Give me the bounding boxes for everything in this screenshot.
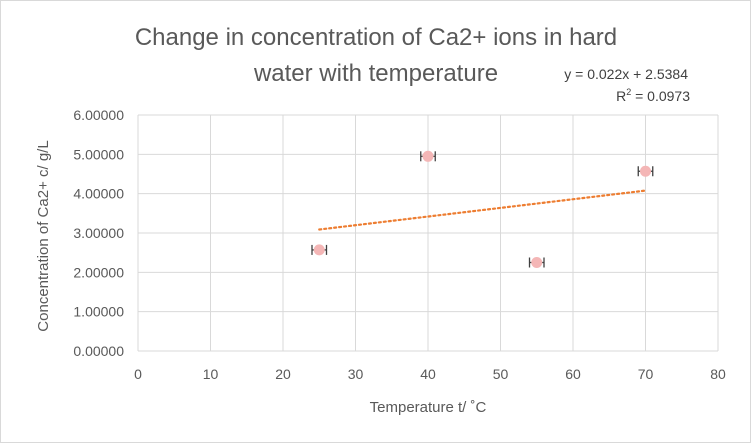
point-marker <box>640 165 651 177</box>
point-marker <box>422 150 434 162</box>
data-point <box>637 165 654 177</box>
y-tick-label: 3.00000 <box>73 225 124 241</box>
x-tick-label: 40 <box>420 366 436 382</box>
x-tick-label: 30 <box>348 366 364 382</box>
data-points <box>311 150 654 268</box>
x-tick-label: 20 <box>275 366 291 382</box>
y-axis-ticks: 0.00000 1.00000 2.00000 3.00000 4.00000 5.000… <box>73 107 124 359</box>
x-axis-ticks: 0 10 20 30 40 50 60 70 80 <box>134 366 726 382</box>
x-tick-label: 0 <box>134 366 142 382</box>
chart-title-line-2: water with temperature <box>253 60 498 87</box>
r-squared-symbol: R <box>616 88 626 104</box>
x-tick-label: 10 <box>203 366 219 382</box>
y-tick-label: 5.00000 <box>73 146 124 162</box>
trendline-equation: y = 0.022x + 2.5384 <box>564 66 688 82</box>
point-marker <box>313 244 325 256</box>
x-tick-label: 80 <box>710 366 726 382</box>
r-squared-value: = 0.0973 <box>631 88 690 104</box>
y-axis-title: Concentration of Ca2+ c/ g/L <box>35 140 52 331</box>
data-point <box>311 244 328 256</box>
x-tick-label: 60 <box>565 366 581 382</box>
data-point <box>528 257 545 268</box>
gridlines <box>137 114 719 352</box>
y-tick-label: 6.00000 <box>73 107 124 123</box>
y-tick-label: 1.00000 <box>73 304 124 320</box>
x-tick-label: 70 <box>638 366 654 382</box>
x-axis-title: Temperature t/ ˚C <box>370 399 487 416</box>
data-point <box>420 150 436 162</box>
y-tick-label: 4.00000 <box>73 186 124 202</box>
trendline-group <box>318 189 647 231</box>
r-squared-superscript: 2 <box>626 87 631 97</box>
point-marker <box>531 257 543 268</box>
chart-title-line-1: Change in concentration of Ca2+ ions in … <box>135 24 617 51</box>
x-tick-label: 50 <box>493 366 509 382</box>
y-tick-label: 0.00000 <box>73 343 124 359</box>
y-tick-label: 2.00000 <box>73 264 124 280</box>
linear-trendline <box>318 189 647 231</box>
trendline-r-squared: R2 = 0.0973 <box>616 87 690 104</box>
